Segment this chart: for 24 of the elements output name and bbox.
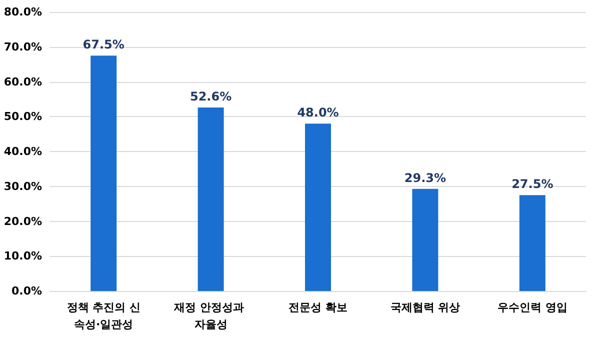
data-label: 29.3% [404, 170, 446, 185]
x-tick-label: 정책 추진의 신속성·일관성 [66, 301, 140, 331]
bar [305, 124, 331, 291]
y-tick-label: 80.0% [4, 6, 42, 18]
x-tick-label: 재정 안정성과 자율성 [172, 301, 248, 331]
y-tick-label: 30.0% [4, 180, 42, 193]
bar [90, 56, 117, 291]
x-tick-label: 국제협력 위상 [390, 301, 460, 314]
y-tick-label: 50.0% [4, 110, 42, 124]
y-tick-label: 20.0% [4, 214, 42, 228]
y-tick-label: 70.0% [4, 40, 42, 54]
bar [412, 188, 438, 291]
y-tick-label: 0.0% [11, 284, 42, 298]
data-label: 67.5% [82, 38, 124, 52]
bar [198, 108, 224, 291]
data-label: 52.6% [190, 90, 232, 104]
y-tick-label: 10.0% [4, 250, 42, 263]
x-tick-label: 전문성 확보 [288, 301, 348, 314]
y-tick-label: 60.0% [4, 75, 42, 88]
y-tick-label: 40.0% [4, 145, 42, 158]
x-tick-label: 우수인력 영입 [497, 301, 568, 314]
data-label: 48.0% [297, 106, 339, 120]
data-label: 27.5% [512, 177, 554, 192]
bar [519, 195, 546, 291]
